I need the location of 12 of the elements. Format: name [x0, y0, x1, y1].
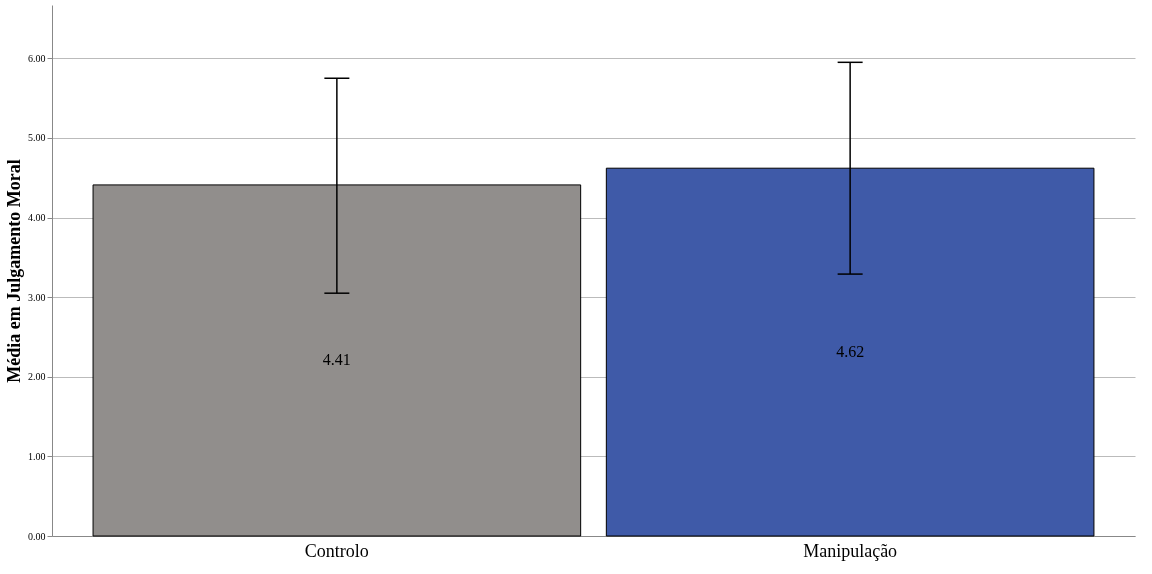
y-tick-label: 3.00	[28, 291, 46, 303]
x-tick-label: Manipulação	[803, 540, 898, 561]
y-tick-label: 2.00	[28, 371, 46, 383]
y-tick-label: 6.00	[28, 52, 46, 64]
y-tick-label: 5.00	[28, 132, 46, 144]
x-tick-label: Controlo	[304, 540, 369, 561]
y-axis-title: Média em Julgamento Moral	[4, 159, 24, 383]
y-tick-label: 1.00	[28, 450, 46, 462]
data-label: 4.62	[836, 343, 865, 361]
y-tick-label: 0.00	[28, 530, 46, 542]
y-tick-label: 4.00	[28, 212, 46, 224]
data-label: 4.41	[322, 351, 351, 369]
